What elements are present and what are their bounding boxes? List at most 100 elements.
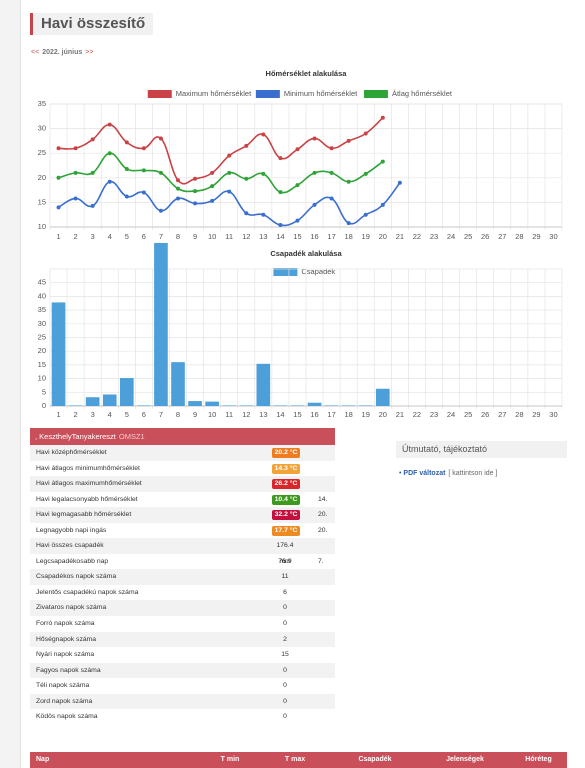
bar <box>119 378 134 406</box>
bar <box>85 397 100 406</box>
data-point <box>363 131 368 136</box>
stats-value: 2 <box>283 635 287 643</box>
stats-value: 0 <box>283 682 287 690</box>
y-tick-label: 40 <box>38 291 46 300</box>
stats-row: Legcsapadékosabb nap 76.9 7. <box>30 554 335 570</box>
x-tick-label: 9 <box>193 232 197 241</box>
data-point <box>90 170 95 175</box>
data-point <box>244 176 249 181</box>
data-point <box>176 178 180 183</box>
x-tick-label: 27 <box>498 232 506 241</box>
stats-row: Havi átlagos minimumhőmérséklet 14.3 °C <box>30 461 335 477</box>
bar <box>290 405 305 406</box>
x-tick-label: 12 <box>242 232 250 241</box>
stats-badge: 14.3 °C <box>272 463 300 474</box>
stats-value: 0 <box>283 713 287 721</box>
stats-badge: 26.2 °C <box>272 479 300 490</box>
data-point <box>278 156 283 161</box>
stats-value: 15 <box>281 651 289 659</box>
legend-label: Átlag hőmérséklet <box>392 89 453 98</box>
data-point <box>261 212 266 217</box>
station: , KeszthelyTanyakereszt <box>35 432 116 441</box>
data-point <box>278 190 283 195</box>
bar <box>137 405 151 406</box>
bar <box>341 405 356 406</box>
stats-value: 76.9 <box>278 557 292 565</box>
pdf-link[interactable]: PDF változat <box>403 470 446 477</box>
sidebar-title: Útmutató, tájékoztató <box>396 441 567 458</box>
legend-swatch <box>147 90 172 98</box>
bar <box>375 388 390 406</box>
data-point <box>73 196 78 201</box>
x-tick-label: 8 <box>176 232 180 241</box>
data-point <box>329 170 334 175</box>
stats-badge: 32.2 °C <box>272 510 300 521</box>
prev-link[interactable]: << <box>31 49 40 56</box>
bar <box>205 401 219 406</box>
x-tick-label: 11 <box>225 410 233 419</box>
x-tick-label: 17 <box>327 410 335 419</box>
x-tick-label: 5 <box>125 410 129 419</box>
data-point <box>107 179 112 184</box>
stats-table: , KeszthelyTanyakereszt OMSZ1 Havi középh… <box>30 428 335 725</box>
stats-label: Zivataros napok száma <box>36 604 107 612</box>
stats-value: 176.4 mm <box>276 542 294 565</box>
x-tick-label: 2 <box>74 410 78 419</box>
x-tick-label: 28 <box>515 232 523 241</box>
x-tick-label: 6 <box>142 410 146 419</box>
legend-label: Maximum hőmérséklet <box>176 89 252 98</box>
data-point <box>312 202 317 207</box>
stats-label: Hőségnapok száma <box>36 635 97 643</box>
legend-swatch <box>273 268 298 276</box>
y-tick-label: 35 <box>38 99 46 108</box>
data-point <box>56 205 61 210</box>
data-point <box>380 115 385 120</box>
legend-label: Minimum hőmérséklet <box>284 89 358 98</box>
data-point <box>210 170 215 175</box>
stats-badge: 10.4 °C <box>272 494 300 505</box>
data-point <box>312 136 317 141</box>
side-stripe <box>0 0 21 768</box>
bar <box>324 405 339 406</box>
stats-row: Legnagyobb napi ingás 17.7 °C 20. <box>30 523 335 539</box>
stats-row: Ködös napok száma 0 <box>30 709 335 725</box>
stats-row: Csapadékos napok száma 11 <box>30 569 335 585</box>
data-point <box>295 183 300 188</box>
x-tick-label: 17 <box>327 232 335 241</box>
bar <box>68 405 83 406</box>
x-tick-label: 9 <box>193 410 197 419</box>
stats-label: Forró napok száma <box>36 620 95 628</box>
bar <box>51 302 66 406</box>
stats-label: Fagyos napok száma <box>36 666 101 674</box>
bar <box>222 405 237 406</box>
data-point <box>158 136 163 141</box>
data-point <box>261 171 266 176</box>
stats-label: Legnagyobb napi ingás <box>36 526 107 534</box>
stats-row: Havi legmagasabb hőmérséklet 32.2 °C 20. <box>30 507 335 523</box>
month-nav: << 2022. június >> <box>31 49 93 56</box>
next-link[interactable]: >> <box>85 49 94 56</box>
stats-label: Havi legalacsonyabb hőmérséklet <box>36 495 138 503</box>
data-point <box>124 194 129 199</box>
data-point <box>158 170 163 175</box>
stats-label: Havi legmagasabb hőmérséklet <box>36 511 132 519</box>
y-tick-label: 35 <box>38 305 46 314</box>
x-tick-label: 29 <box>532 232 540 241</box>
legend-label: Csapadék <box>301 267 335 276</box>
x-tick-label: 1 <box>56 410 60 419</box>
legend-swatch <box>363 90 388 98</box>
stats-row: Forró napok száma 0 <box>30 616 335 632</box>
x-tick-label: 25 <box>464 232 472 241</box>
stats-value: 0 <box>283 604 287 612</box>
stats-value: 6 <box>283 588 287 596</box>
stats-label: Jelentős csapadékú napok száma <box>36 588 139 596</box>
stats-row: Zord napok száma 0 <box>30 693 335 710</box>
stats-day: 20. <box>318 526 328 534</box>
data-point <box>363 171 368 176</box>
column-header: Nap <box>36 756 50 763</box>
x-tick-label: 18 <box>344 232 352 241</box>
x-tick-label: 7 <box>159 232 163 241</box>
x-tick-label: 10 <box>208 232 216 241</box>
page-title: Havi összesítő <box>30 13 154 35</box>
x-tick-label: 13 <box>259 232 267 241</box>
